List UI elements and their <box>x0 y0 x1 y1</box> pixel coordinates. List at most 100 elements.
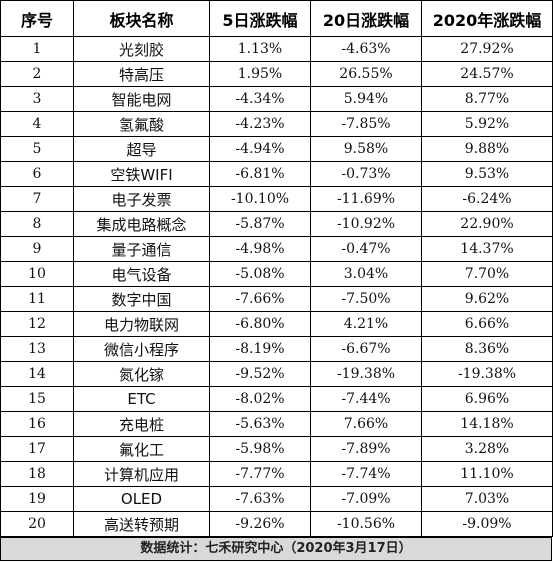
table-row: 8 集成电路概念 -5.87% -10.92% 22.90% <box>0 211 553 237</box>
cell-2020-change: 9.88% <box>421 136 553 162</box>
cell-sector-name: 超导 <box>73 136 210 162</box>
table-row: 11 数字中国 -7.66% -7.50% 9.62% <box>0 286 553 312</box>
cell-5day-change: 1.13% <box>209 36 311 62</box>
cell-5day-change: -5.08% <box>209 261 311 287</box>
table-row: 3 智能电网 -4.34% 5.94% 8.77% <box>0 86 553 112</box>
cell-2020-change: 9.53% <box>421 161 553 187</box>
cell-5day-change: -10.10% <box>209 186 311 212</box>
cell-sector-name: 智能电网 <box>73 86 210 112</box>
cell-sector-name: 氢氟酸 <box>73 111 210 137</box>
cell-sector-name: 电子发票 <box>73 186 210 212</box>
cell-20day-change: -10.56% <box>310 511 422 537</box>
cell-20day-change: -7.50% <box>310 286 422 312</box>
table-body: 1 光刻胶 1.13% -4.63% 27.92% 2 特高压 1.95% 26.55% 24.5… <box>0 36 553 537</box>
cell-5day-change: -5.63% <box>209 411 311 437</box>
cell-sector-name: 高送转预期 <box>73 511 210 537</box>
table-row: 16 充电桩 -5.63% 7.66% 14.18% <box>0 411 553 437</box>
cell-2020-change: -9.09% <box>421 511 553 537</box>
cell-5day-change: -4.98% <box>209 236 311 262</box>
cell-2020-change: 8.36% <box>421 336 553 362</box>
cell-20day-change: -7.44% <box>310 386 422 412</box>
cell-sector-name: 电力物联网 <box>73 311 210 337</box>
cell-sector-name: 数字中国 <box>73 286 210 312</box>
cell-sector-name: ETC <box>73 386 210 412</box>
table-row: 7 电子发票 -10.10% -11.69% -6.24% <box>0 186 553 212</box>
header-2020-change: 2020年涨跌幅 <box>421 0 553 37</box>
cell-20day-change: -7.09% <box>310 486 422 512</box>
cell-index: 3 <box>0 86 74 112</box>
cell-2020-change: 6.66% <box>421 311 553 337</box>
cell-20day-change: -11.69% <box>310 186 422 212</box>
cell-index: 14 <box>0 361 74 387</box>
cell-2020-change: 5.92% <box>421 111 553 137</box>
cell-20day-change: 9.58% <box>310 136 422 162</box>
table-row: 17 氟化工 -5.98% -7.89% 3.28% <box>0 436 553 462</box>
cell-5day-change: -8.02% <box>209 386 311 412</box>
cell-index: 12 <box>0 311 74 337</box>
table-row: 14 氮化镓 -9.52% -19.38% -19.38% <box>0 361 553 387</box>
cell-5day-change: -7.66% <box>209 286 311 312</box>
cell-sector-name: 空铁WIFI <box>73 161 210 187</box>
cell-index: 18 <box>0 461 74 487</box>
cell-5day-change: -4.94% <box>209 136 311 162</box>
table-row: 15 ETC -8.02% -7.44% 6.96% <box>0 386 553 412</box>
cell-2020-change: 27.92% <box>421 36 553 62</box>
sector-performance-table: 序号 板块名称 5日涨跌幅 20日涨跌幅 2020年涨跌幅 1 光刻胶 1.13% -… <box>0 0 553 537</box>
cell-2020-change: -6.24% <box>421 186 553 212</box>
cell-2020-change: 3.28% <box>421 436 553 462</box>
cell-2020-change: 7.70% <box>421 261 553 287</box>
cell-sector-name: 计算机应用 <box>73 461 210 487</box>
header-5day-change: 5日涨跌幅 <box>209 0 311 37</box>
cell-sector-name: 微信小程序 <box>73 336 210 362</box>
table-row: 10 电气设备 -5.08% 3.04% 7.70% <box>0 261 553 287</box>
table-row: 4 氢氟酸 -4.23% -7.85% 5.92% <box>0 111 553 137</box>
cell-5day-change: -7.77% <box>209 461 311 487</box>
cell-sector-name: 量子通信 <box>73 236 210 262</box>
cell-20day-change: -7.85% <box>310 111 422 137</box>
cell-20day-change: 5.94% <box>310 86 422 112</box>
cell-sector-name: OLED <box>73 486 210 512</box>
cell-2020-change: 11.10% <box>421 461 553 487</box>
cell-sector-name: 氮化镓 <box>73 361 210 387</box>
table-row: 18 计算机应用 -7.77% -7.74% 11.10% <box>0 461 553 487</box>
cell-5day-change: -5.87% <box>209 211 311 237</box>
table-row: 20 高送转预期 -9.26% -10.56% -9.09% <box>0 511 553 537</box>
cell-index: 5 <box>0 136 74 162</box>
cell-2020-change: 22.90% <box>421 211 553 237</box>
cell-20day-change: -10.92% <box>310 211 422 237</box>
cell-sector-name: 电气设备 <box>73 261 210 287</box>
cell-index: 16 <box>0 411 74 437</box>
cell-sector-name: 集成电路概念 <box>73 211 210 237</box>
cell-sector-name: 光刻胶 <box>73 36 210 62</box>
header-index: 序号 <box>0 0 74 37</box>
cell-5day-change: -5.98% <box>209 436 311 462</box>
header-20day-change: 20日涨跌幅 <box>310 0 422 37</box>
table-row: 5 超导 -4.94% 9.58% 9.88% <box>0 136 553 162</box>
cell-20day-change: -7.89% <box>310 436 422 462</box>
cell-index: 6 <box>0 161 74 187</box>
cell-20day-change: 26.55% <box>310 61 422 87</box>
cell-index: 19 <box>0 486 74 512</box>
table-row: 1 光刻胶 1.13% -4.63% 27.92% <box>0 36 553 62</box>
cell-2020-change: 7.03% <box>421 486 553 512</box>
cell-2020-change: 14.18% <box>421 411 553 437</box>
table-row: 6 空铁WIFI -6.81% -0.73% 9.53% <box>0 161 553 187</box>
cell-sector-name: 氟化工 <box>73 436 210 462</box>
cell-5day-change: -6.81% <box>209 161 311 187</box>
cell-5day-change: -4.34% <box>209 86 311 112</box>
cell-index: 13 <box>0 336 74 362</box>
data-source-footer: 数据统计：七禾研究中心（2020年3月17日） <box>0 537 552 561</box>
cell-index: 15 <box>0 386 74 412</box>
cell-index: 4 <box>0 111 74 137</box>
cell-20day-change: -0.47% <box>310 236 422 262</box>
cell-sector-name: 充电桩 <box>73 411 210 437</box>
cell-2020-change: 8.77% <box>421 86 553 112</box>
cell-20day-change: -19.38% <box>310 361 422 387</box>
cell-index: 11 <box>0 286 74 312</box>
table-row: 13 微信小程序 -8.19% -6.67% 8.36% <box>0 336 553 362</box>
cell-index: 10 <box>0 261 74 287</box>
cell-index: 7 <box>0 186 74 212</box>
cell-index: 2 <box>0 61 74 87</box>
cell-2020-change: 14.37% <box>421 236 553 262</box>
